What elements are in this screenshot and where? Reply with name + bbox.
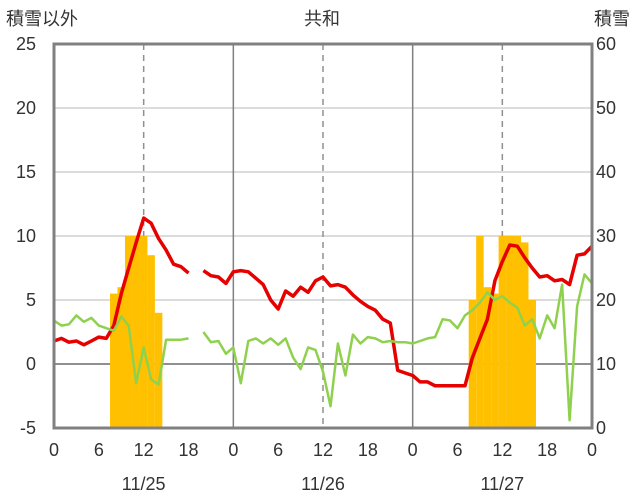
left-tick-label: 10 <box>16 226 36 246</box>
snow-depth-bar <box>513 236 522 428</box>
right-tick-label: 10 <box>596 354 616 374</box>
x-tick-label: 12 <box>313 440 333 460</box>
x-tick-label: 18 <box>537 440 557 460</box>
series-line-segment <box>202 273 593 422</box>
right-tick-label: 0 <box>596 418 606 438</box>
date-label: 11/27 <box>480 474 524 494</box>
series-line-segment <box>202 243 594 388</box>
plot-frame <box>52 42 594 430</box>
snow-depth-bar <box>498 236 507 428</box>
series-line-segment <box>53 314 189 386</box>
x-tick-label: 12 <box>492 440 512 460</box>
snow-depth-bar <box>528 300 536 428</box>
x-tick-label: 6 <box>273 440 283 460</box>
x-tick-label: 0 <box>587 440 597 460</box>
right-tick-label: 50 <box>596 98 616 118</box>
snow-depth-bar <box>117 287 125 428</box>
right-tick-label: 60 <box>596 34 616 54</box>
right-axis-ticks: 0 10 20 30 40 50 60 <box>596 34 616 438</box>
series-lines <box>53 216 594 422</box>
x-tick-label: 18 <box>178 440 198 460</box>
x-tick-label: 6 <box>452 440 462 460</box>
chart-title: 共和 <box>304 9 340 29</box>
right-tick-label: 30 <box>596 226 616 246</box>
left-tick-label: 15 <box>16 162 36 182</box>
snow-depth-bar <box>521 242 529 428</box>
left-tick-label: 5 <box>26 290 36 310</box>
x-tick-label: 0 <box>408 440 418 460</box>
snow-depth-bar <box>476 236 484 428</box>
left-axis-ticks: -5 0 5 10 15 20 25 <box>16 34 36 438</box>
left-tick-label: -5 <box>20 418 36 438</box>
date-label: 11/26 <box>301 474 345 494</box>
x-tick-label: 0 <box>49 440 59 460</box>
snow-depth-bar <box>154 312 163 428</box>
snow-depth-bar <box>491 293 499 428</box>
x-tick-label: 18 <box>358 440 378 460</box>
snow-depth-bar <box>506 236 514 428</box>
left-tick-label: 0 <box>26 354 36 374</box>
x-tick-label: 0 <box>228 440 238 460</box>
snow-depth-bar <box>132 236 140 428</box>
left-axis-title: 積雪以外 <box>6 9 78 29</box>
left-tick-label: 25 <box>16 34 36 54</box>
snow-depth-bar <box>147 255 155 428</box>
snow-depth-bar <box>110 293 118 428</box>
right-tick-label: 40 <box>596 162 616 182</box>
x-axis-ticks: 0 6 12 18 0 6 12 18 0 6 12 18 0 <box>49 440 597 460</box>
x-tick-label: 6 <box>94 440 104 460</box>
snow-depth-bar <box>483 287 492 428</box>
series-line-segment <box>53 216 190 347</box>
right-tick-label: 20 <box>596 290 616 310</box>
x-tick-label: 12 <box>134 440 154 460</box>
right-axis-title: 積雪 <box>594 9 630 29</box>
snow-depth-bar <box>139 236 148 428</box>
left-tick-label: 20 <box>16 98 36 118</box>
date-label: 11/25 <box>122 474 166 494</box>
date-labels: 11/25 11/26 11/27 <box>122 474 524 494</box>
